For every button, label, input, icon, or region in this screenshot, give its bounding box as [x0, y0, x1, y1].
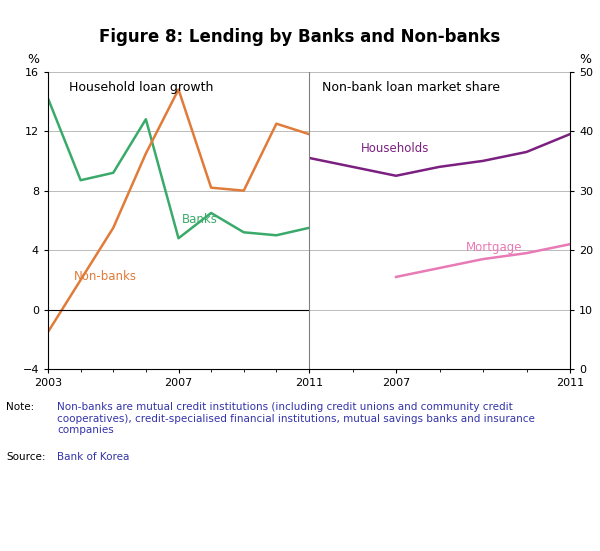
Text: Non-banks are mutual credit institutions (including credit unions and community : Non-banks are mutual credit institutions… — [57, 402, 535, 435]
Text: %: % — [579, 53, 591, 66]
Text: Non-banks: Non-banks — [74, 270, 137, 283]
Text: Source:: Source: — [6, 452, 46, 462]
Text: Mortgage: Mortgage — [466, 241, 522, 255]
Text: Households: Households — [361, 142, 430, 155]
Text: Bank of Korea: Bank of Korea — [57, 452, 130, 462]
Text: Banks: Banks — [182, 213, 218, 226]
Text: Non-bank loan market share: Non-bank loan market share — [322, 80, 500, 94]
Text: Household loan growth: Household loan growth — [69, 80, 213, 94]
Text: Note:: Note: — [6, 402, 34, 412]
Text: %: % — [27, 53, 39, 66]
Text: Figure 8: Lending by Banks and Non-banks: Figure 8: Lending by Banks and Non-banks — [100, 28, 500, 46]
